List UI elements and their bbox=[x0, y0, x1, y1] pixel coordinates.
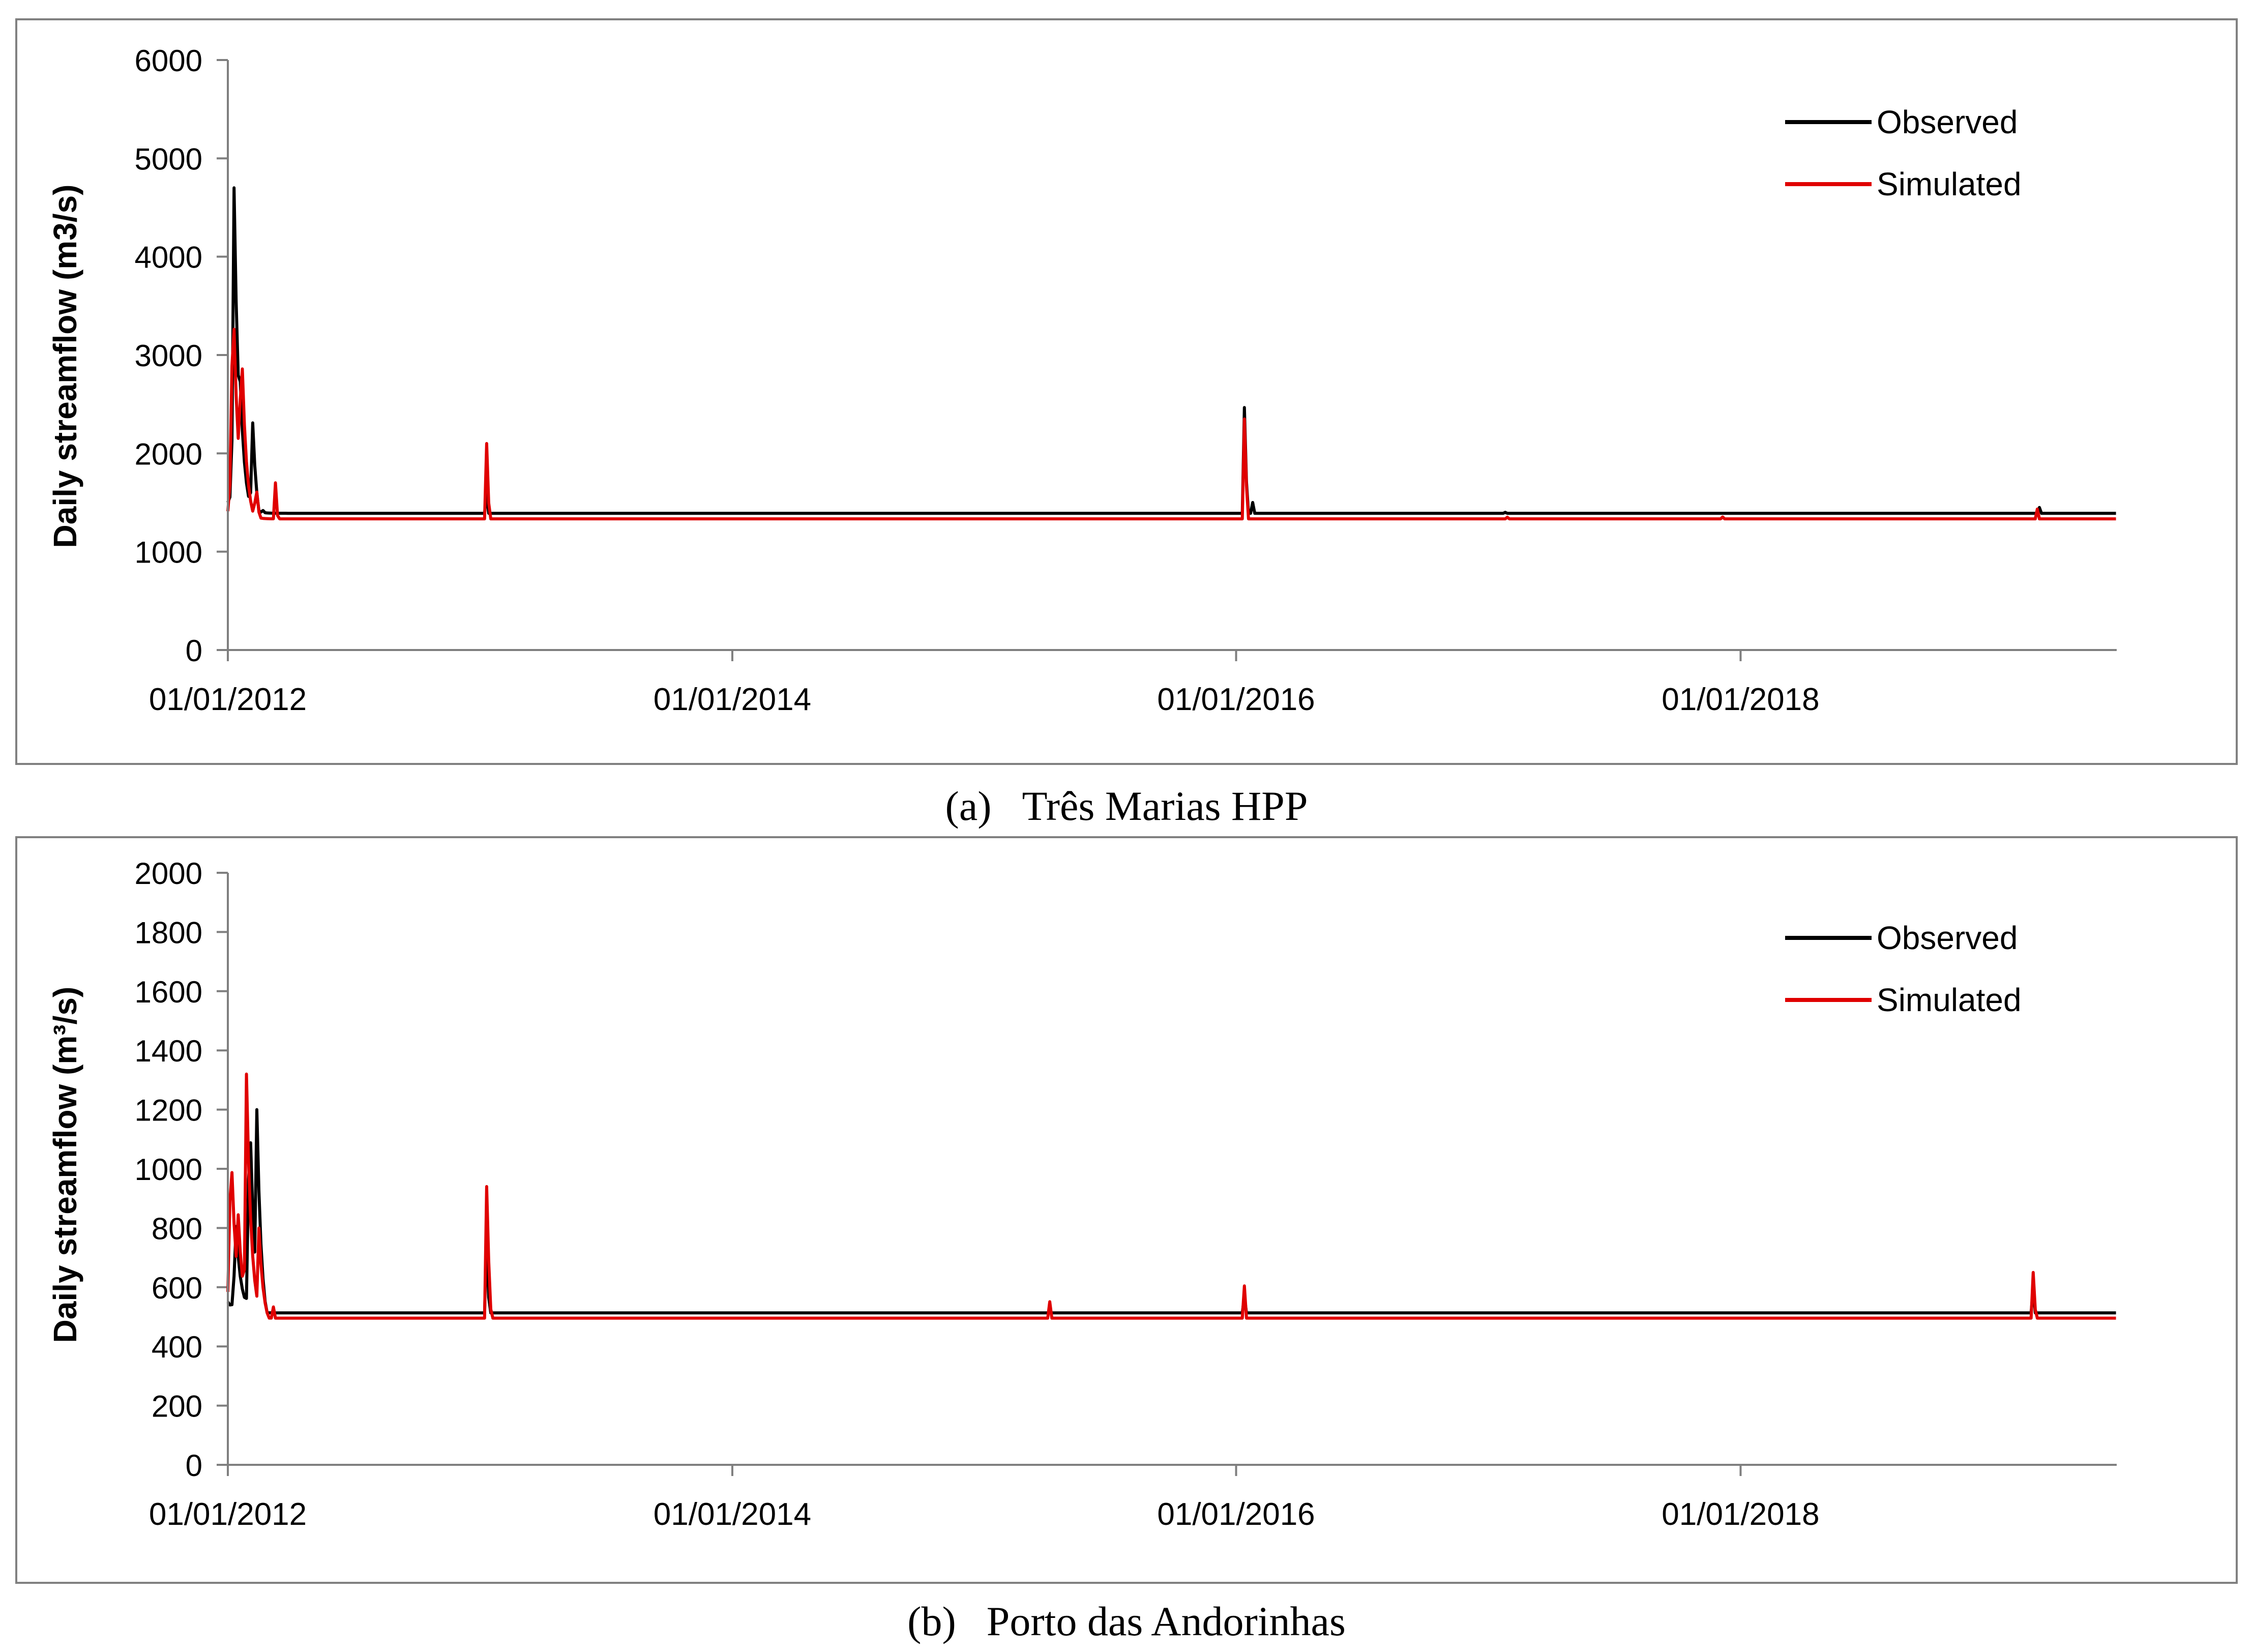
y-tick-label: 1000 bbox=[135, 1153, 202, 1187]
legend-observed-label: Observed bbox=[1877, 104, 2018, 140]
caption-b-text: Porto das Andorinhas bbox=[987, 1598, 1346, 1644]
series-line-simulated bbox=[226, 1072, 2116, 1320]
panel-a-chart: Daily streamflow (m3/s) 0 1000 2000 3000 400… bbox=[15, 18, 2238, 765]
panel-b-chart: Daily streamflow (m³/s) 0 200 400 600 800 100… bbox=[15, 836, 2238, 1584]
panel-b-frame bbox=[15, 836, 2238, 1584]
y-tick-label: 1800 bbox=[135, 916, 202, 950]
caption-a: (a) Três Marias HPP bbox=[945, 783, 1308, 829]
panel-a-ylabel: Daily streamflow (m3/s) bbox=[47, 185, 83, 548]
x-tick-label: 01/01/2014 bbox=[654, 682, 811, 717]
panel-a-legend: Observed Simulated bbox=[1785, 104, 2022, 202]
y-tick-label: 2000 bbox=[135, 437, 202, 471]
y-tick-label: 400 bbox=[152, 1330, 202, 1364]
y-tick-label: 0 bbox=[186, 1449, 202, 1483]
y-tick-label: 6000 bbox=[135, 44, 202, 78]
x-tick-label: 01/01/2018 bbox=[1662, 1497, 1819, 1532]
x-tick-label: 01/01/2018 bbox=[1662, 682, 1819, 717]
panel-b-ylabel: Daily streamflow (m³/s) bbox=[47, 987, 83, 1343]
series-line-simulated bbox=[226, 328, 2116, 521]
x-tick-label: 01/01/2012 bbox=[149, 1497, 307, 1532]
caption-a-text: Três Marias HPP bbox=[1022, 783, 1308, 829]
y-tick-label: 600 bbox=[152, 1271, 202, 1305]
series-line-observed bbox=[226, 1108, 2116, 1315]
y-tick-label: 800 bbox=[152, 1212, 202, 1246]
y-tick-label: 1400 bbox=[135, 1034, 202, 1068]
y-tick-label: 1000 bbox=[135, 536, 202, 570]
panel-b-legend: Observed Simulated bbox=[1785, 920, 2022, 1018]
y-tick-label: 5000 bbox=[135, 142, 202, 176]
legend-simulated-label: Simulated bbox=[1877, 166, 2022, 202]
series-line-observed bbox=[226, 186, 2116, 515]
caption-b-label: (b) bbox=[907, 1598, 956, 1644]
y-tick-label: 4000 bbox=[135, 241, 202, 275]
x-tick-label: 01/01/2012 bbox=[149, 682, 307, 717]
y-tick-label: 1600 bbox=[135, 975, 202, 1009]
caption-a-label: (a) bbox=[945, 783, 992, 829]
x-tick-label: 01/01/2016 bbox=[1157, 1497, 1315, 1532]
y-tick-label: 1200 bbox=[135, 1094, 202, 1128]
x-tick-label: 01/01/2016 bbox=[1157, 682, 1315, 717]
panel-a-frame bbox=[15, 18, 2238, 765]
x-tick-label: 01/01/2014 bbox=[654, 1497, 811, 1532]
y-tick-label: 200 bbox=[152, 1390, 202, 1424]
y-tick-label: 2000 bbox=[135, 857, 202, 891]
y-tick-label: 0 bbox=[186, 634, 202, 668]
legend-observed-label: Observed bbox=[1877, 920, 2018, 956]
legend-simulated-label: Simulated bbox=[1877, 982, 2022, 1018]
caption-b: (b) Porto das Andorinhas bbox=[907, 1598, 1346, 1644]
y-tick-label: 3000 bbox=[135, 339, 202, 373]
